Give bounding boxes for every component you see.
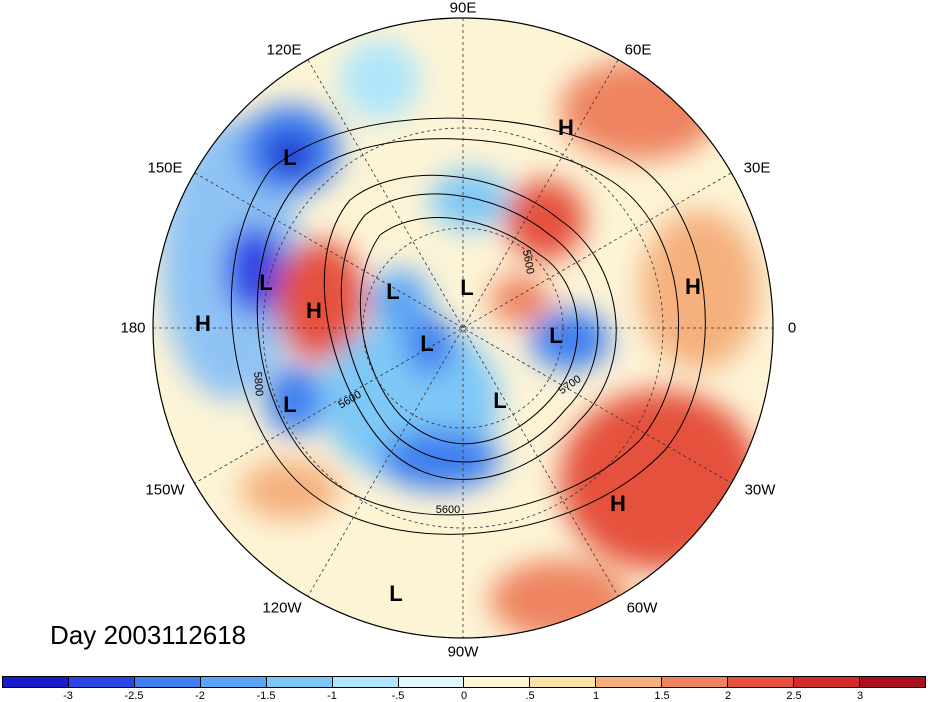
lon-label-60w: 60W xyxy=(626,599,658,617)
pressure-center: H xyxy=(610,491,626,516)
colorbar-swatch xyxy=(200,677,267,687)
colorbar-tick: 1.5 xyxy=(654,690,670,702)
pressure-center: L xyxy=(283,145,297,170)
colorbar-tick: 2.5 xyxy=(786,690,802,702)
lon-label-30w: 30W xyxy=(744,481,776,499)
colorbar-swatch xyxy=(332,677,399,687)
pressure-center: L xyxy=(420,331,434,356)
lon-label-150w: 150W xyxy=(145,481,185,499)
colorbar-swatch xyxy=(530,677,597,687)
colorbar-tick: -.5 xyxy=(391,690,405,702)
colorbar-swatch xyxy=(859,677,925,687)
pressure-center: L xyxy=(283,392,297,417)
colorbar-swatch xyxy=(794,677,860,687)
pressure-center: L xyxy=(493,388,507,413)
colorbar-swatch xyxy=(596,677,663,687)
colorbar-tick: -1.5 xyxy=(256,690,276,702)
colorbar-tick: 1 xyxy=(592,690,600,702)
colorbar-tick: 2 xyxy=(724,690,732,702)
lon-label-30e: 30E xyxy=(743,159,771,177)
pressure-center: H xyxy=(195,311,211,336)
pressure-center: L xyxy=(259,270,273,295)
pressure-center: L xyxy=(549,323,563,348)
lon-label-180: 180 xyxy=(120,319,146,337)
colorbar-swatch xyxy=(134,677,201,687)
colorbar-tick: .5 xyxy=(525,690,535,702)
height-contours xyxy=(230,117,706,535)
colorbar-swatch xyxy=(464,677,531,687)
colorbar-tick: -1 xyxy=(327,690,337,702)
colorbar-tick: -2.5 xyxy=(124,690,144,702)
contour-label: 5800 xyxy=(250,371,266,397)
pressure-center: L xyxy=(386,279,400,304)
colorbar xyxy=(2,676,926,688)
colorbar-swatch xyxy=(68,677,135,687)
colorbar-tick: 3 xyxy=(856,690,864,702)
anomaly-field xyxy=(153,18,773,638)
lon-label-120e: 120E xyxy=(266,41,302,59)
colorbar-swatch xyxy=(3,677,69,687)
lon-label-90w: 90W xyxy=(447,643,479,661)
colorbar-swatch xyxy=(728,677,795,687)
lon-label-60e: 60E xyxy=(624,41,652,59)
colorbar-swatch xyxy=(662,677,729,687)
pressure-center: H xyxy=(685,274,701,299)
pressure-center: L xyxy=(389,581,403,606)
lon-label-90e: 90E xyxy=(449,0,477,17)
lon-label-120w: 120W xyxy=(262,599,302,617)
graticule xyxy=(153,18,773,638)
lon-label-150e: 150E xyxy=(147,159,183,177)
lon-label-0: 0 xyxy=(787,319,797,337)
pressure-center: H xyxy=(306,298,322,323)
colorbar-tick: -2 xyxy=(195,690,205,702)
contour-label: 5600 xyxy=(435,504,461,516)
colorbar-swatch xyxy=(266,677,333,687)
colorbar-tick: 0 xyxy=(460,690,468,702)
pressure-center: H xyxy=(558,115,574,140)
colorbar-swatch xyxy=(398,677,465,687)
date-title: Day 2003112618 xyxy=(50,620,247,650)
pressure-center: L xyxy=(460,275,474,300)
colorbar-tick: -3 xyxy=(63,690,73,702)
